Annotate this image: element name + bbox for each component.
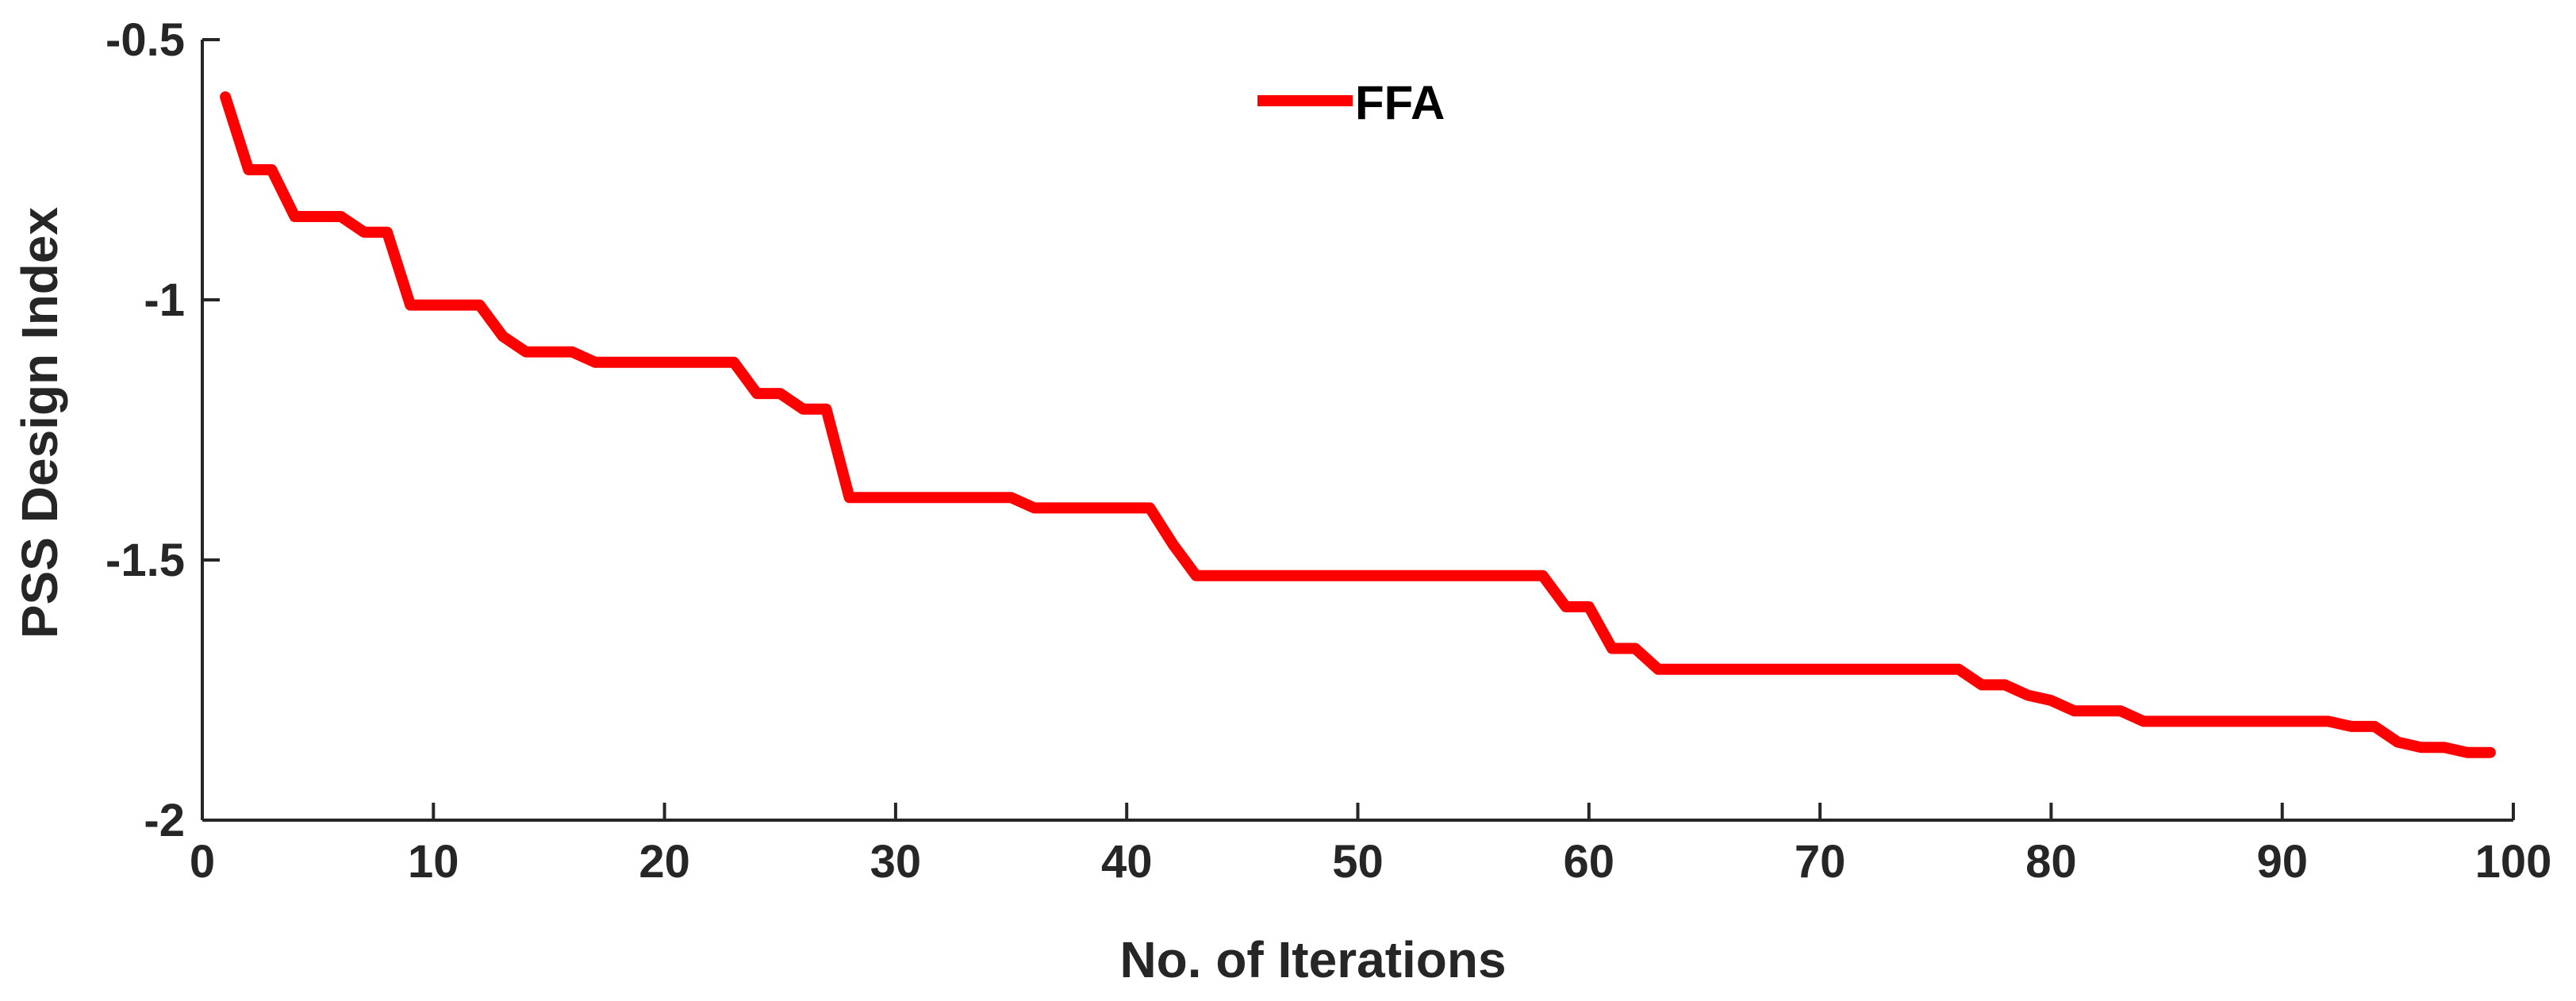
x-tick-label: 50 (1332, 836, 1384, 888)
x-tick-label: 20 (639, 836, 690, 888)
x-tick-label: 40 (1101, 836, 1153, 888)
legend-label-ffa: FFA (1355, 76, 1445, 129)
y-tick-label: -0.5 (106, 14, 185, 66)
y-tick-label: -1.5 (106, 535, 185, 586)
series-layer (220, 91, 2496, 758)
x-tick-label: 0 (190, 836, 215, 888)
x-tick-label: 60 (1564, 836, 1615, 888)
x-tick-label: 10 (408, 836, 459, 888)
x-tick-label: 100 (2475, 836, 2552, 888)
y-tick-label: -2 (144, 795, 185, 846)
series-line-ffa (220, 91, 2496, 758)
x-tick-label: 90 (2256, 836, 2308, 888)
y-axis-label: PSS Design Index (11, 207, 68, 639)
x-axis-label: No. of Iterations (1119, 931, 1506, 988)
axes: 0 10 20 30 40 50 60 70 80 90 100 -2 -1.5 -1 -0.5 (106, 14, 2551, 888)
y-tick-label: -1 (144, 274, 185, 326)
x-tick-label: 80 (2025, 836, 2077, 888)
legend: FFA (1257, 76, 1445, 129)
x-tick-label: 30 (870, 836, 922, 888)
x-tick-label: 70 (1795, 836, 1846, 888)
